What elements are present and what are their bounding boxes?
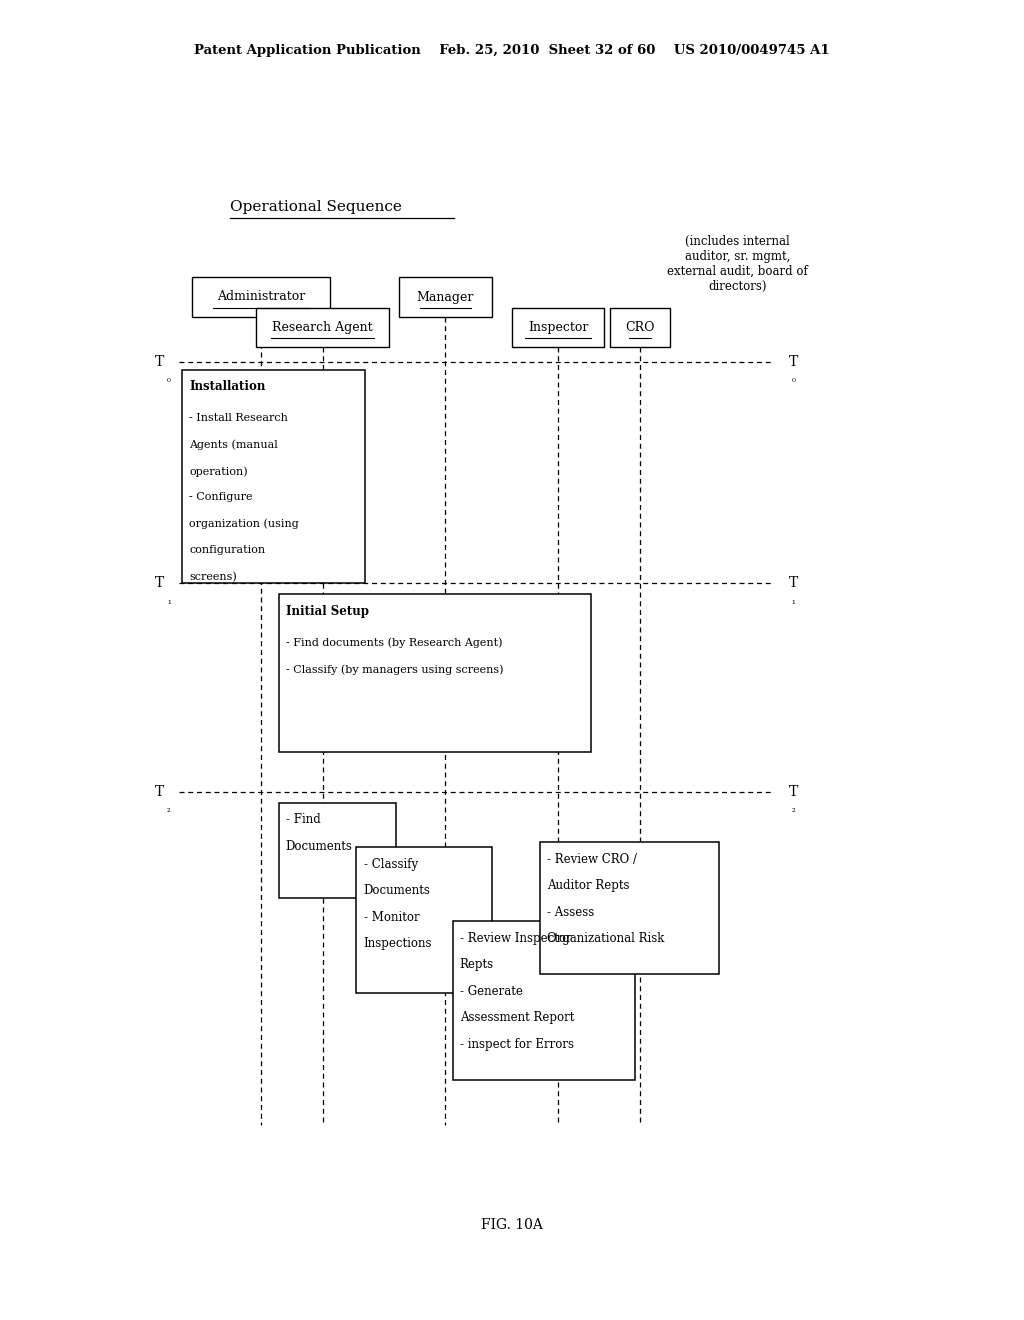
Text: - Find: - Find <box>286 813 321 826</box>
Text: CRO: CRO <box>626 321 654 334</box>
Text: - Find documents (by Research Agent): - Find documents (by Research Agent) <box>286 638 502 648</box>
Text: - Monitor: - Monitor <box>364 911 419 924</box>
Text: - Classify (by managers using screens): - Classify (by managers using screens) <box>286 664 503 675</box>
Text: Operational Sequence: Operational Sequence <box>230 199 402 214</box>
FancyBboxPatch shape <box>453 921 635 1080</box>
Text: Research Agent: Research Agent <box>272 321 373 334</box>
FancyBboxPatch shape <box>512 308 604 347</box>
Text: Documents: Documents <box>364 884 430 898</box>
Text: Inspector: Inspector <box>528 321 588 334</box>
Text: - inspect for Errors: - inspect for Errors <box>460 1038 573 1051</box>
Text: Initial Setup: Initial Setup <box>286 605 369 618</box>
Text: ₁: ₁ <box>167 597 171 606</box>
Text: - Generate: - Generate <box>460 985 522 998</box>
Text: ₀: ₀ <box>792 375 796 384</box>
Text: Manager: Manager <box>417 290 474 304</box>
FancyBboxPatch shape <box>610 308 670 347</box>
FancyBboxPatch shape <box>540 842 719 974</box>
Text: T: T <box>155 577 164 590</box>
Text: FIG. 10A: FIG. 10A <box>481 1218 543 1232</box>
Text: Patent Application Publication    Feb. 25, 2010  Sheet 32 of 60    US 2010/00497: Patent Application Publication Feb. 25, … <box>195 44 829 57</box>
Text: - Review CRO /: - Review CRO / <box>547 853 637 866</box>
Text: Administrator: Administrator <box>217 290 305 304</box>
FancyBboxPatch shape <box>279 594 591 752</box>
Text: Assessment Report: Assessment Report <box>460 1011 574 1024</box>
Text: T: T <box>788 577 798 590</box>
Text: Organizational Risk: Organizational Risk <box>547 932 665 945</box>
Text: Installation: Installation <box>189 380 266 393</box>
Text: organization (using: organization (using <box>189 519 299 529</box>
FancyBboxPatch shape <box>356 847 492 993</box>
FancyBboxPatch shape <box>256 308 389 347</box>
Text: T: T <box>155 355 164 368</box>
Text: T: T <box>788 785 798 799</box>
Text: Inspections: Inspections <box>364 937 432 950</box>
Text: Repts: Repts <box>460 958 494 972</box>
Text: (includes internal
auditor, sr. mgmt,
external audit, board of
directors): (includes internal auditor, sr. mgmt, ex… <box>667 235 808 293</box>
Text: operation): operation) <box>189 466 248 477</box>
Text: T: T <box>788 355 798 368</box>
Text: screens): screens) <box>189 572 238 582</box>
Text: ₀: ₀ <box>167 375 171 384</box>
Text: T: T <box>155 785 164 799</box>
Text: ₂: ₂ <box>167 805 171 814</box>
FancyBboxPatch shape <box>182 370 365 583</box>
Text: Agents (manual: Agents (manual <box>189 440 279 450</box>
FancyBboxPatch shape <box>399 277 492 317</box>
Text: - Classify: - Classify <box>364 858 418 871</box>
FancyBboxPatch shape <box>279 803 396 898</box>
Text: Auditor Repts: Auditor Repts <box>547 879 630 892</box>
Text: ₁: ₁ <box>792 597 796 606</box>
Text: - Configure: - Configure <box>189 492 253 503</box>
Text: - Assess: - Assess <box>547 906 594 919</box>
Text: Documents: Documents <box>286 840 352 853</box>
FancyBboxPatch shape <box>193 277 330 317</box>
Text: configuration: configuration <box>189 545 265 556</box>
Text: ₂: ₂ <box>792 805 796 814</box>
Text: - Install Research: - Install Research <box>189 413 289 424</box>
Text: - Review Inspector: - Review Inspector <box>460 932 571 945</box>
